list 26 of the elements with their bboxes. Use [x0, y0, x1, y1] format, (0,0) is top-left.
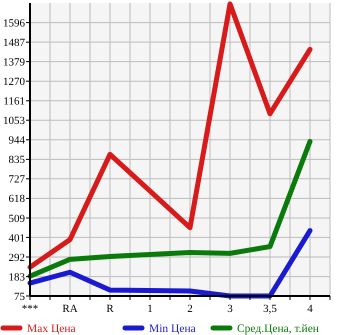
y-tick-label: 1161 — [3, 96, 25, 108]
y-tick-label: 1270 — [3, 76, 26, 88]
y-tick-label: 75 — [14, 290, 26, 303]
y-tick-label: 727 — [8, 174, 26, 186]
x-tick-label: 4 — [307, 303, 314, 315]
y-tick-label: 618 — [8, 193, 26, 206]
y-tick-label: 1053 — [3, 115, 26, 128]
legend-label: Min Цена — [149, 323, 196, 335]
x-tick-label: RA — [62, 303, 78, 315]
legend-label: Сред.Цена, т.йен — [237, 323, 319, 335]
x-tick-label: 3,5 — [263, 303, 278, 315]
x-tick-label: R — [106, 303, 114, 315]
y-tick-label: 183 — [8, 271, 26, 284]
x-tick-label: 2 — [187, 303, 193, 315]
y-tick-label: 1596 — [3, 17, 26, 30]
x-tick-label: *** — [22, 303, 38, 315]
y-tick-label: 1379 — [3, 56, 26, 68]
y-tick-label: 509 — [8, 212, 26, 225]
y-tick-label: 292 — [8, 252, 25, 264]
legend-label: Max Цена — [27, 323, 76, 335]
x-tick-label: 1 — [147, 303, 153, 315]
y-tick-label: 944 — [8, 134, 26, 147]
y-tick-label: 401 — [8, 232, 25, 244]
x-tick-label: 3 — [227, 303, 234, 315]
y-tick-label: 835 — [8, 154, 26, 166]
y-tick-label: 1487 — [3, 37, 26, 50]
